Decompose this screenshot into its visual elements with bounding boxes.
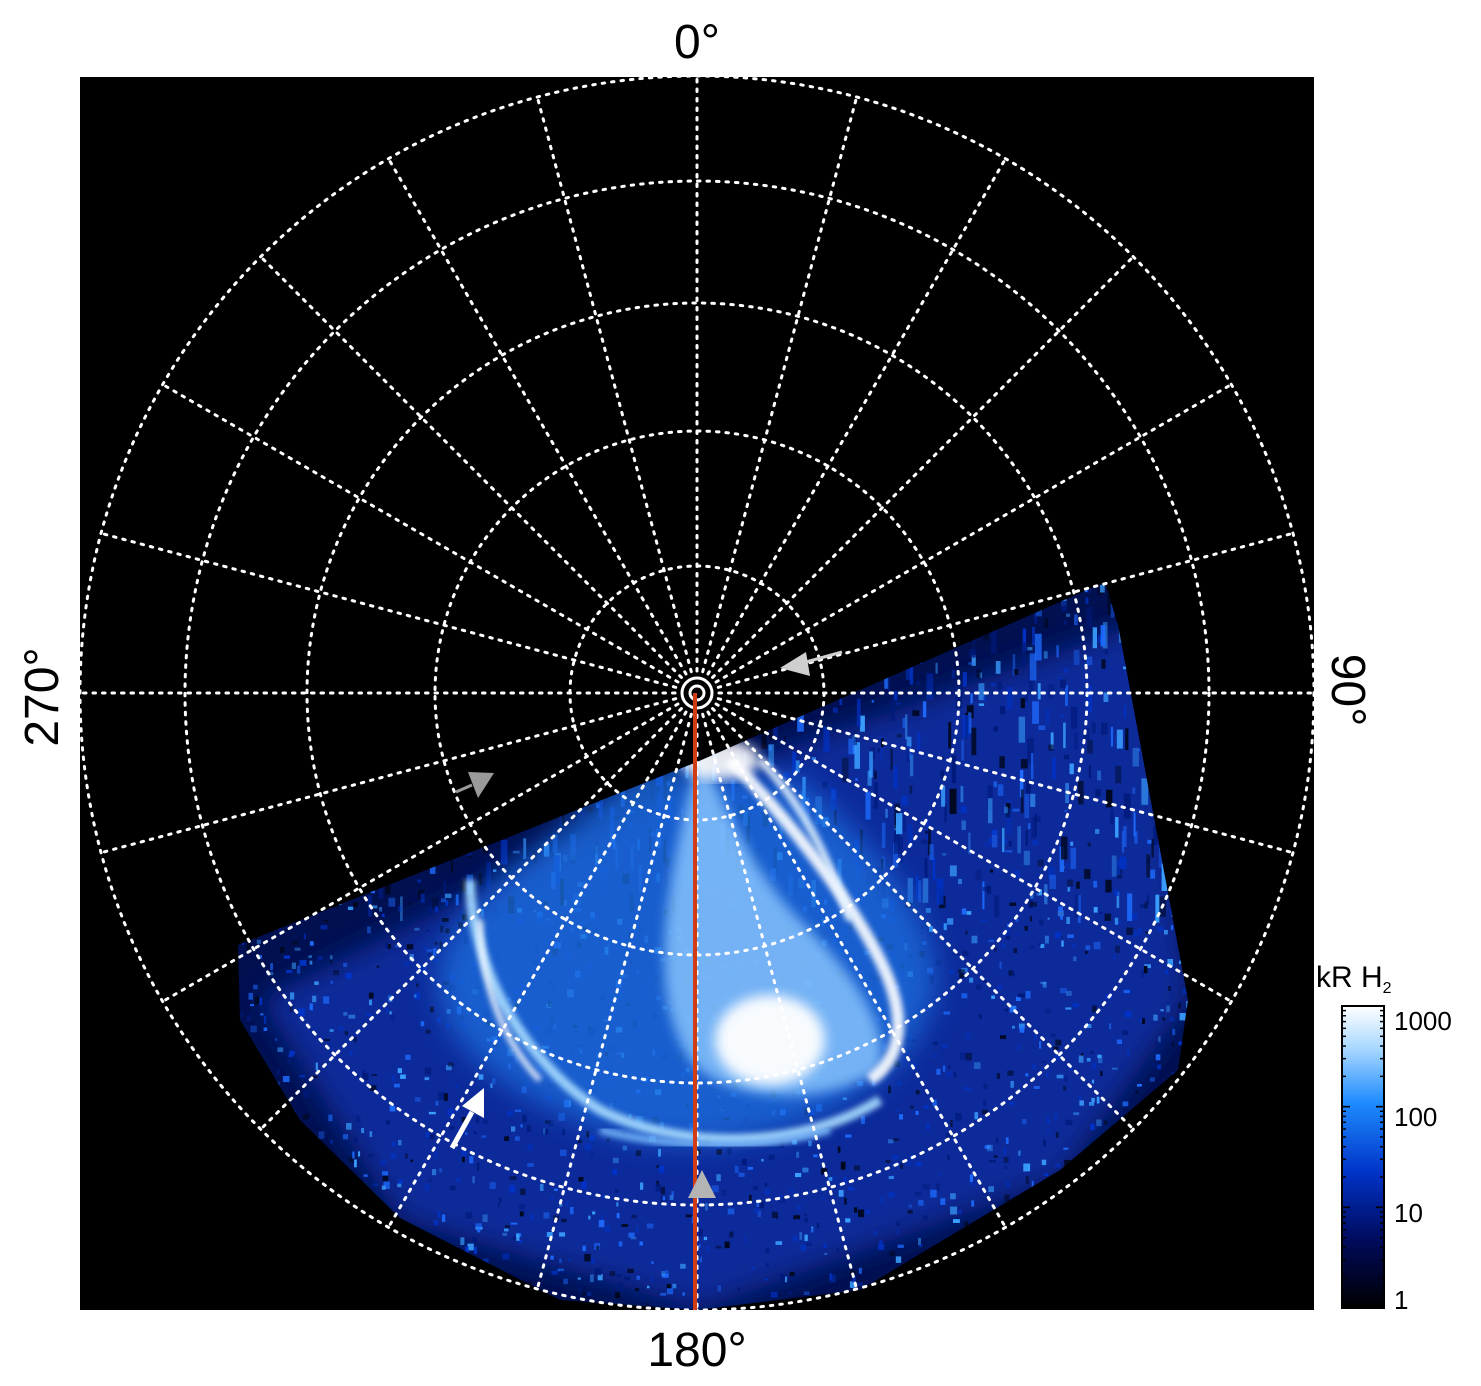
colorbar-tick-10: 10 — [1394, 1198, 1423, 1228]
latitude-ring-3 — [305, 301, 1089, 1085]
meridian-spoke-315 — [259, 255, 683, 679]
colorbar-minor-ticks — [1342, 1005, 1384, 1309]
longitude-label-top: 0° — [674, 16, 720, 69]
meridian-spoke-60 — [714, 383, 1233, 684]
white-arrow — [449, 1088, 484, 1150]
colorbar-title-main: kR H — [1316, 961, 1383, 994]
meridian-spoke-165 — [701, 712, 859, 1291]
gray-arrow-right — [780, 650, 843, 676]
colorbar-gradient — [1341, 1005, 1385, 1309]
colorbar: kR H2 1000 100 10 1 — [1316, 961, 1452, 1315]
meridian-spoke-45 — [711, 255, 1135, 679]
colorbar-title: kR H2 — [1316, 961, 1392, 997]
meridian-spoke-135 — [711, 707, 1135, 1131]
meridian-spoke-15 — [701, 95, 859, 674]
meridian-spoke-240 — [161, 702, 680, 1003]
meridian-spoke-75 — [716, 531, 1295, 689]
gray-arrow-left — [455, 772, 494, 798]
colorbar-tick-1: 1 — [1394, 1285, 1408, 1315]
latitude-ring-4 — [183, 179, 1211, 1207]
meridian-spoke-300 — [161, 383, 680, 684]
meridian-spoke-105 — [716, 697, 1295, 855]
meridian-spoke-330 — [387, 157, 688, 676]
meridian-spoke-255 — [99, 697, 678, 855]
longitude-label-bottom: 180° — [647, 1324, 746, 1377]
gray-arrow-bottom — [688, 1170, 716, 1198]
meridian-spoke-285 — [99, 531, 678, 689]
meridian-spoke-195 — [535, 712, 693, 1291]
polar-grid — [80, 77, 1314, 1310]
meridian-spoke-150 — [706, 710, 1007, 1229]
longitude-label-right: 90° — [1321, 654, 1374, 727]
meridian-spoke-120 — [714, 702, 1233, 1003]
meridian-spoke-210 — [387, 710, 688, 1229]
colorbar-title-subscript: 2 — [1383, 980, 1392, 997]
colorbar-tick-1000: 1000 — [1394, 1006, 1452, 1036]
meridian-spoke-225 — [259, 707, 683, 1131]
meridian-spoke-345 — [535, 95, 693, 674]
longitude-label-left: 270° — [16, 647, 69, 746]
colorbar-tick-100: 100 — [1394, 1102, 1437, 1132]
meridian-spoke-30 — [706, 157, 1007, 676]
